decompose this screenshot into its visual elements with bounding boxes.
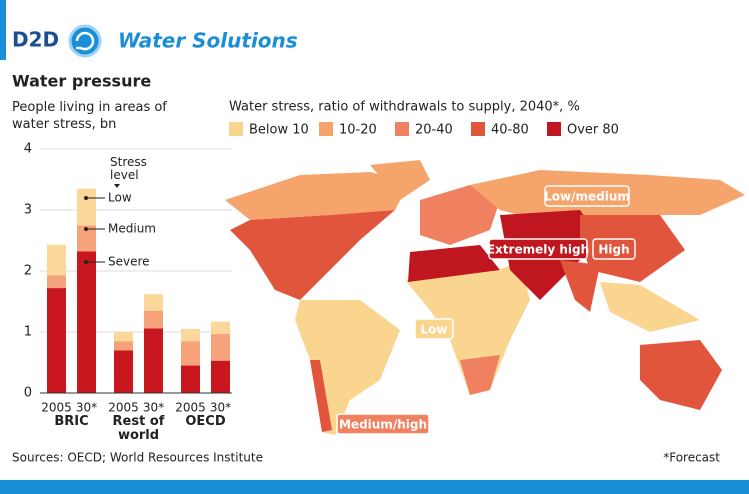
legend-marker	[114, 184, 120, 188]
annotation-box	[488, 238, 588, 260]
bar-segment	[181, 341, 200, 366]
bar-segment	[144, 294, 163, 311]
bar-segment	[47, 288, 66, 393]
legend-swatch	[471, 122, 485, 136]
north-africa	[408, 245, 500, 282]
x-tick-label: 2005	[108, 401, 139, 415]
annotation-box	[414, 318, 454, 340]
accent-bar	[0, 0, 6, 60]
bar-segment	[181, 328, 200, 342]
legend-swatch	[319, 122, 333, 136]
bar-segment	[47, 244, 66, 276]
europe	[420, 185, 500, 245]
y-tick-label: 1	[24, 325, 32, 340]
annotation: Extremely high	[487, 243, 589, 257]
legend-dot	[84, 196, 88, 200]
annotation: Medium/high	[339, 418, 427, 432]
logo	[68, 24, 102, 58]
bar-segment	[77, 251, 96, 393]
legend-label: 20-40	[415, 123, 453, 138]
legend-swatch	[229, 122, 243, 136]
annotation: Low	[421, 323, 448, 337]
legend-dot	[84, 227, 88, 231]
bar-segment	[211, 321, 230, 334]
bar-segment	[181, 365, 200, 393]
group-label: BRIC	[54, 414, 89, 429]
africa	[405, 260, 530, 395]
world-map	[225, 160, 745, 435]
group-label: OECD	[185, 414, 226, 429]
x-tick-label: 2005	[175, 401, 206, 415]
chart-title: Water pressure	[12, 72, 151, 91]
group-label: Rest of world	[112, 414, 165, 443]
y-tick-label: 0	[24, 386, 32, 401]
legend-label: Low	[108, 191, 132, 205]
annotation-box	[592, 238, 636, 260]
legend-label: Over 80	[567, 123, 619, 138]
chart-subtitle: People living in areas of water stress, …	[12, 100, 167, 132]
legend-swatch	[547, 122, 561, 136]
y-tick-label: 3	[24, 203, 32, 218]
legend-swatch	[395, 122, 409, 136]
bar-segment	[77, 225, 96, 252]
bar-segment	[114, 332, 133, 342]
bar-segment	[114, 350, 133, 393]
brand-title: Water Solutions	[118, 29, 298, 53]
footnote: *Forecast	[663, 451, 720, 465]
brand: D2D	[12, 28, 59, 52]
bar-segment	[77, 188, 96, 226]
y-tick-label: 4	[24, 142, 32, 157]
bar-segment	[144, 328, 163, 393]
x-tick-label: 30*	[76, 401, 97, 415]
annotation: High	[598, 243, 629, 257]
india	[560, 260, 600, 312]
southeast-asia	[600, 282, 700, 332]
x-tick-label: 30*	[143, 401, 164, 415]
annotation: Low/medium	[544, 190, 630, 204]
legend-title: Stress level	[110, 155, 147, 182]
usa-mexico	[230, 210, 395, 300]
logo-arrow	[75, 31, 95, 51]
australia	[640, 340, 722, 410]
annotation-box	[336, 413, 430, 435]
source: Sources: OECD; World Resources Institute	[12, 451, 263, 465]
canada	[225, 172, 410, 220]
bar-segment	[211, 333, 230, 361]
x-tick-label: 30*	[210, 401, 231, 415]
legend-label: Severe	[108, 255, 150, 269]
map-title: Water stress, ratio of withdrawals to su…	[229, 100, 580, 115]
south-africa	[460, 355, 500, 395]
bar-segment	[144, 310, 163, 329]
footer-strip	[0, 480, 749, 494]
bar-segment	[211, 360, 230, 393]
x-tick-label: 2005	[41, 401, 72, 415]
bar-segment	[114, 341, 133, 351]
legend-label: 40-80	[491, 123, 529, 138]
bar-segment	[47, 275, 66, 289]
chile	[310, 360, 332, 432]
annotation-box	[544, 185, 630, 207]
legend-label: Below 10	[249, 123, 309, 138]
y-tick-label: 2	[24, 264, 32, 279]
legend-label: 10-20	[339, 123, 377, 138]
legend-dot	[84, 260, 88, 264]
legend-label: Medium	[108, 222, 156, 236]
